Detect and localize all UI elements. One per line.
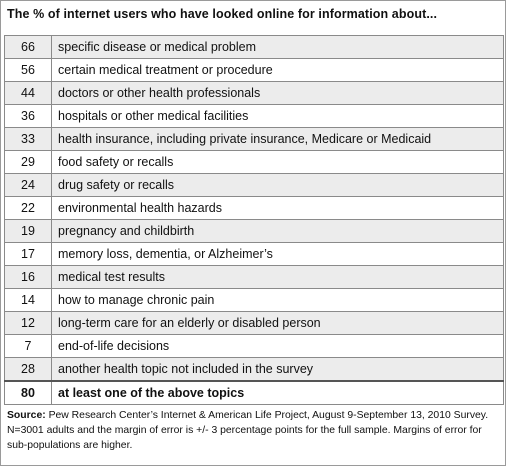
row-topic: hospitals or other medical facilities — [51, 104, 504, 128]
table-row: 29 food safety or recalls — [4, 150, 504, 174]
table-row: 16 medical test results — [4, 265, 504, 289]
row-topic: drug safety or recalls — [51, 173, 504, 197]
row-value: 24 — [4, 173, 52, 197]
table-row: 22 environmental health hazards — [4, 196, 504, 220]
row-value: 80 — [4, 380, 52, 405]
table-row: 33 health insurance, including private in… — [4, 127, 504, 151]
table-row: 14 how to manage chronic pain — [4, 288, 504, 312]
row-value: 29 — [4, 150, 52, 174]
row-value: 33 — [4, 127, 52, 151]
table-row: 36 hospitals or other medical facilities — [4, 104, 504, 128]
row-value: 66 — [4, 35, 52, 59]
row-topic: doctors or other health professionals — [51, 81, 504, 105]
row-value: 16 — [4, 265, 52, 289]
chart-title: The % of internet users who have looked … — [7, 7, 438, 21]
row-topic: health insurance, including private insu… — [51, 127, 504, 151]
row-value: 7 — [4, 334, 52, 358]
table-row: 28 another health topic not included in t… — [4, 357, 504, 382]
row-topic: environmental health hazards — [51, 196, 504, 220]
row-value: 28 — [4, 357, 52, 382]
row-value: 19 — [4, 219, 52, 243]
row-topic: pregnancy and childbirth — [51, 219, 504, 243]
row-value: 36 — [4, 104, 52, 128]
row-topic: at least one of the above topics — [51, 380, 504, 405]
row-topic: specific disease or medical problem — [51, 35, 504, 59]
source-note: Source: Pew Research Center’s Internet &… — [7, 408, 499, 453]
table-row: 66 specific disease or medical problem — [4, 35, 504, 59]
row-topic: memory loss, dementia, or Alzheimer’s — [51, 242, 504, 266]
row-value: 14 — [4, 288, 52, 312]
data-table: 66 specific disease or medical problem 56 c… — [4, 35, 504, 405]
row-topic: how to manage chronic pain — [51, 288, 504, 312]
row-value: 56 — [4, 58, 52, 82]
source-text: Pew Research Center’s Internet & America… — [7, 410, 489, 451]
table-row: 12 long-term care for an elderly or disab… — [4, 311, 504, 335]
table-row: 7 end-of-life decisions — [4, 334, 504, 358]
table-row: 19 pregnancy and childbirth — [4, 219, 504, 243]
table-body: 66 specific disease or medical problem 56 c… — [4, 35, 504, 405]
row-topic: another health topic not included in the… — [51, 357, 504, 382]
row-topic: long-term care for an elderly or disable… — [51, 311, 504, 335]
row-value: 44 — [4, 81, 52, 105]
row-topic: medical test results — [51, 265, 504, 289]
row-topic: food safety or recalls — [51, 150, 504, 174]
table-row: 24 drug safety or recalls — [4, 173, 504, 197]
row-topic: certain medical treatment or procedure — [51, 58, 504, 82]
source-label: Source: — [7, 410, 46, 421]
table-row: 56 certain medical treatment or procedure — [4, 58, 504, 82]
total-row: 80 at least one of the above topics — [4, 380, 504, 405]
row-value: 22 — [4, 196, 52, 220]
table-row: 17 memory loss, dementia, or Alzheimer’s — [4, 242, 504, 266]
row-value: 12 — [4, 311, 52, 335]
table-row: 44 doctors or other health professionals — [4, 81, 504, 105]
row-topic: end-of-life decisions — [51, 334, 504, 358]
row-value: 17 — [4, 242, 52, 266]
